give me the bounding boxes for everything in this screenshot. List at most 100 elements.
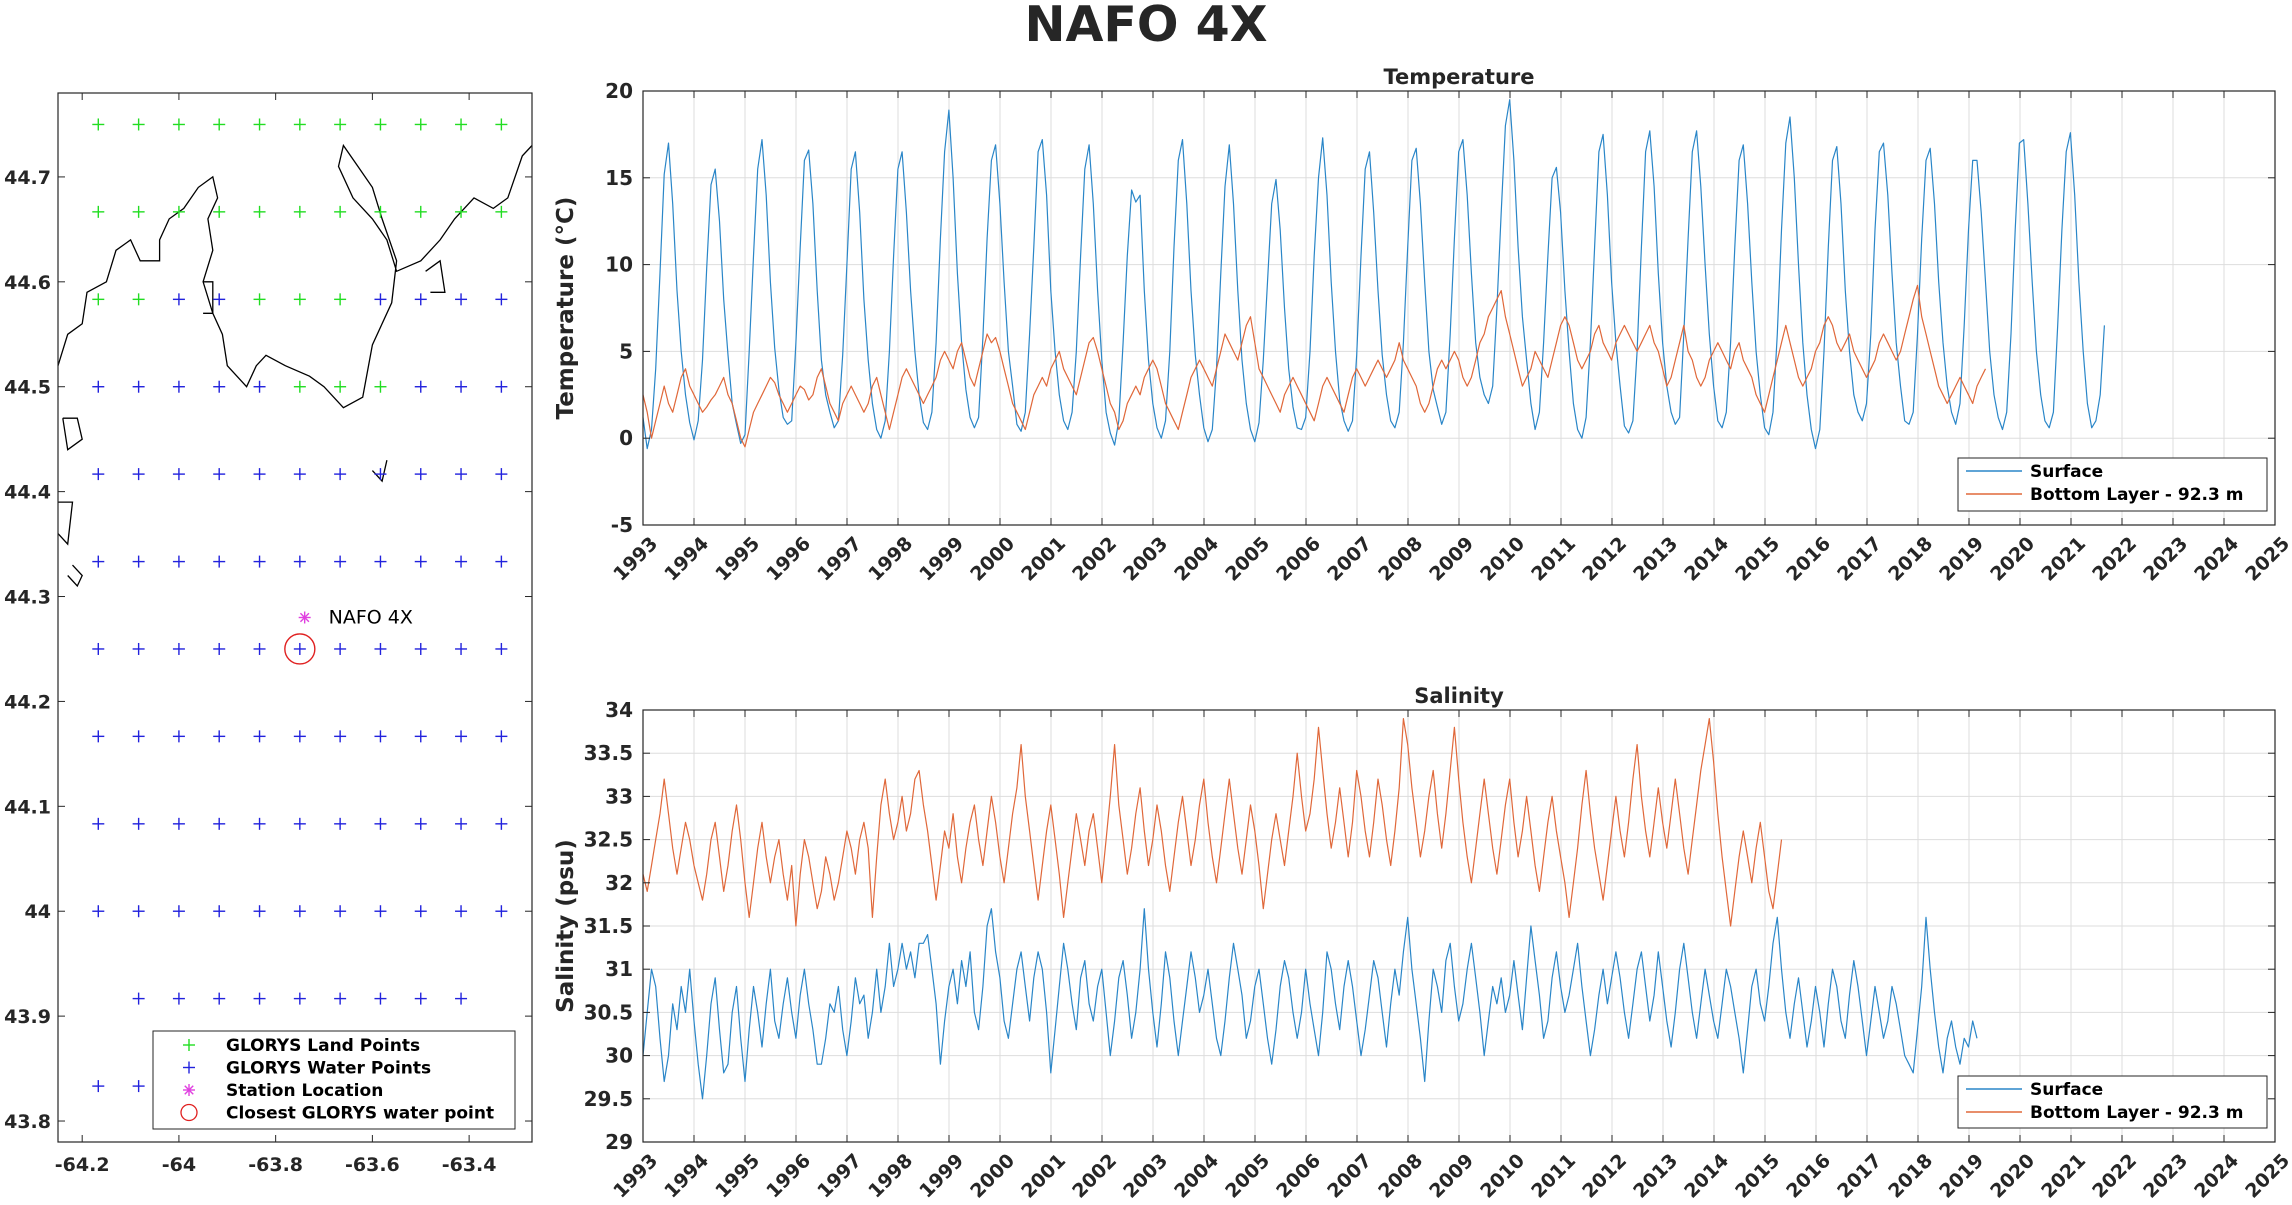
- bottom-series-line: [642, 718, 1783, 927]
- xtick-label: 2014: [1680, 533, 1733, 586]
- water-point: [495, 293, 508, 306]
- map-xtick-label: -63.8: [248, 1154, 303, 1176]
- xtick-label: 2000: [966, 1150, 1019, 1203]
- water-point: [213, 555, 226, 568]
- map-xtick-label: -63.6: [345, 1154, 400, 1176]
- water-point: [172, 468, 185, 481]
- water-point: [213, 817, 226, 830]
- water-point: [172, 730, 185, 743]
- water-point: [495, 555, 508, 568]
- legend-box: [1957, 1075, 2268, 1129]
- water-point: [334, 992, 347, 1005]
- xtick-label: 2023: [2139, 533, 2192, 586]
- map-legend: GLORYS Land Points GLORYS Water PointsSta…: [152, 1030, 516, 1130]
- ytick-label: 15: [605, 166, 633, 190]
- xtick-label: 2004: [1170, 533, 1223, 586]
- water-point: [172, 642, 185, 655]
- land-point: [213, 118, 226, 131]
- water-point: [495, 380, 508, 393]
- panel-title: Temperature: [1383, 65, 1534, 89]
- land-point: [92, 205, 105, 218]
- map-xtick-label: -64: [162, 1154, 196, 1176]
- map-legend-label: GLORYS Land Points: [226, 1036, 420, 1056]
- land-point: [132, 118, 145, 131]
- xtick-label: 2009: [1425, 1150, 1478, 1203]
- xtick-label: 2020: [1986, 1150, 2039, 1203]
- map-xtick-label: -64.2: [55, 1154, 110, 1176]
- water-point: [132, 817, 145, 830]
- xtick-label: 1993: [609, 533, 662, 586]
- map-ytick-label: 44.3: [4, 587, 51, 609]
- water-point: [172, 992, 185, 1005]
- water-point: [253, 555, 266, 568]
- land-point: [172, 205, 185, 218]
- water-point: [92, 468, 105, 481]
- xtick-label: 2023: [2139, 1150, 2192, 1203]
- xtick-label: 2013: [1629, 1150, 1682, 1203]
- land-point: [495, 205, 508, 218]
- ytick-label: 33.5: [584, 741, 633, 765]
- water-point: [455, 642, 468, 655]
- water-point: [132, 1080, 145, 1093]
- water-point: [414, 905, 427, 918]
- ytick-label: 10: [605, 253, 633, 277]
- xtick-label: 2018: [1884, 533, 1937, 586]
- water-point: [213, 730, 226, 743]
- map-legend-label: Closest GLORYS water point: [226, 1104, 494, 1124]
- water-point: [414, 293, 427, 306]
- water-point: [213, 642, 226, 655]
- water-point: [132, 992, 145, 1005]
- xtick-label: 2005: [1221, 533, 1274, 586]
- xtick-label: 2000: [966, 533, 1019, 586]
- water-point: [455, 730, 468, 743]
- closest-point-marker: [284, 633, 316, 665]
- land-point: [495, 118, 508, 131]
- legend-land-icon: [183, 1039, 195, 1051]
- xtick-label: 1999: [915, 533, 968, 586]
- land-point: [455, 205, 468, 218]
- land-point: [374, 205, 387, 218]
- xtick-label: 2021: [2037, 533, 2090, 586]
- xtick-label: 2013: [1629, 533, 1682, 586]
- coast-island: [67, 564, 83, 588]
- water-point: [455, 468, 468, 481]
- water-point: [293, 555, 306, 568]
- ytick-label: -5: [611, 513, 633, 537]
- water-point: [455, 817, 468, 830]
- legend-label: Bottom Layer - 92.3 m: [2030, 1103, 2243, 1123]
- legend-station-icon: [183, 1084, 195, 1096]
- map-axes-box: [57, 92, 533, 1143]
- water-point: [495, 468, 508, 481]
- xtick-label: 2017: [1833, 533, 1886, 586]
- water-point: [92, 1080, 105, 1093]
- coast-island: [425, 259, 446, 293]
- coast-island: [203, 281, 214, 314]
- xtick-label: 2002: [1068, 533, 1121, 586]
- water-point: [92, 817, 105, 830]
- xtick-label: 2025: [2241, 533, 2292, 586]
- xtick-label: 2022: [2088, 1150, 2141, 1203]
- land-point: [132, 293, 145, 306]
- legend-closest-icon: [180, 1103, 198, 1122]
- land-point: [334, 380, 347, 393]
- ytick-label: 20: [605, 79, 633, 103]
- water-point: [172, 555, 185, 568]
- xtick-label: 2014: [1680, 1150, 1733, 1203]
- land-point: [334, 118, 347, 131]
- xtick-label: 2004: [1170, 1150, 1223, 1203]
- xtick-label: 2007: [1323, 533, 1376, 586]
- map-ytick-label: 44.7: [4, 167, 51, 189]
- water-point: [172, 380, 185, 393]
- map-ytick-label: 44.1: [4, 796, 51, 818]
- xtick-label: 2011: [1527, 533, 1580, 586]
- water-point: [455, 293, 468, 306]
- xtick-label: 2020: [1986, 533, 2039, 586]
- land-point: [293, 118, 306, 131]
- map-panel: NAFO 4X -64.2 -64 -63.8 -63.6 -63.4 43.8 43.9 44…: [4, 92, 533, 1176]
- water-point: [253, 905, 266, 918]
- water-point: [92, 555, 105, 568]
- water-point: [172, 905, 185, 918]
- xtick-label: 2016: [1782, 533, 1835, 586]
- xtick-label: 1996: [762, 533, 815, 586]
